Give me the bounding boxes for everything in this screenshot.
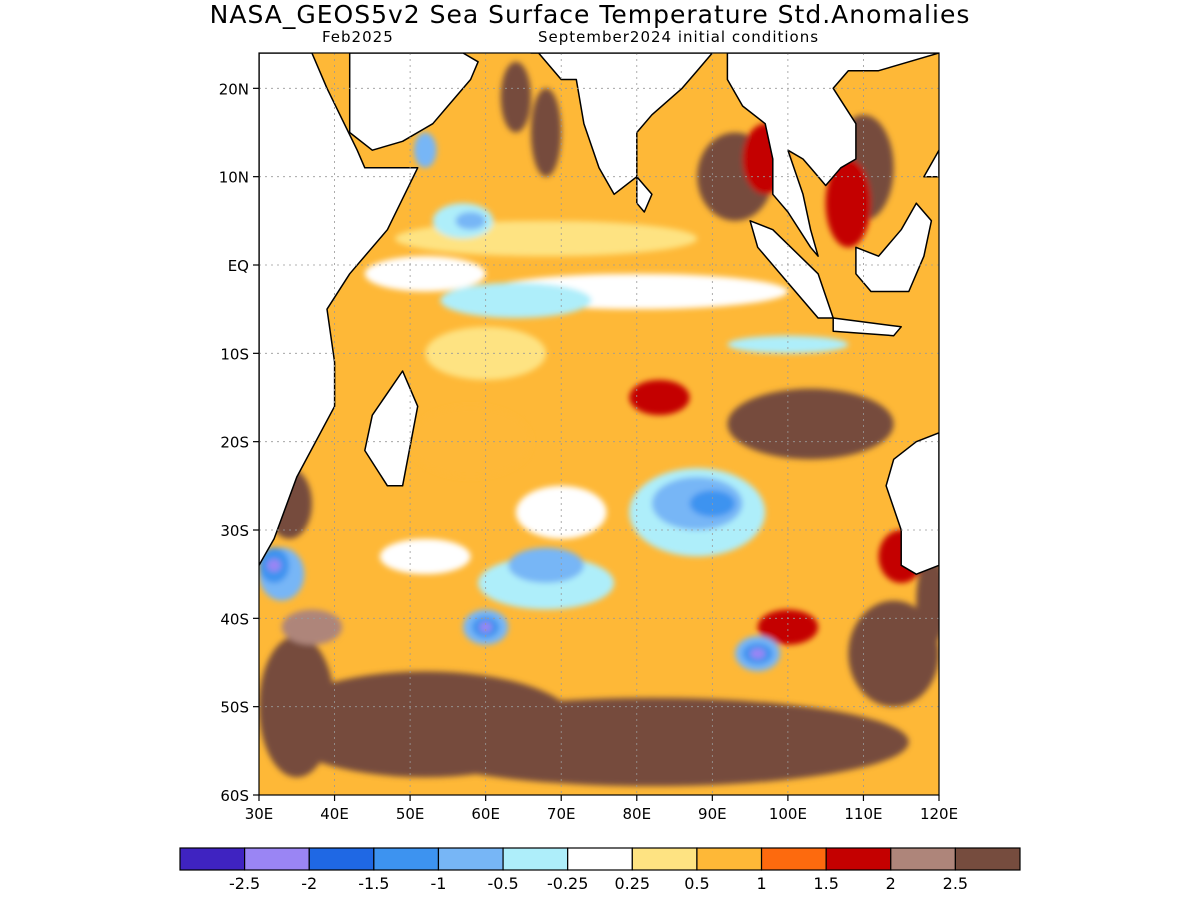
- anomaly-blob: [515, 485, 607, 539]
- arabia-land: [348, 53, 479, 151]
- lat-tick-label: 40S: [220, 610, 249, 628]
- anomaly-blob: [825, 159, 871, 248]
- colorbar-swatch: [373, 847, 440, 871]
- lat-tick-label: 10N: [219, 169, 249, 187]
- lat-tick-label: 60S: [220, 787, 249, 805]
- colorbar-label: -0.5: [487, 874, 518, 893]
- australia-land: [885, 432, 939, 575]
- anomaly-blob: [629, 379, 690, 416]
- colorbar-swatch: [437, 847, 504, 871]
- lat-tick-label: EQ: [228, 257, 249, 275]
- colorbar-label: -0.25: [547, 874, 588, 893]
- india-land: [530, 53, 714, 196]
- colorbar-label: 1: [756, 874, 766, 893]
- sumatra-land: [749, 220, 834, 319]
- lat-tick-label: 30S: [220, 522, 249, 540]
- grid-lines: [259, 53, 939, 795]
- colorbar-swatch: [760, 847, 827, 871]
- anomaly-blob: [440, 282, 592, 319]
- colorbar-label: 1.5: [813, 874, 838, 893]
- lon-tick-label: 60E: [471, 805, 500, 823]
- colorbar-label: -1.5: [358, 874, 389, 893]
- lon-tick-label: 80E: [622, 805, 651, 823]
- anomaly-blob: [727, 335, 849, 354]
- anomaly-blob: [750, 648, 766, 659]
- colorbar-swatch: [890, 847, 956, 871]
- anomaly-blob: [500, 61, 531, 133]
- colorbar: -2.5 -2 -1.5 -1 -0.5 -0.25 0.25 0.5 1 1.5 2 2.5: [179, 847, 1021, 893]
- colorbar-label: -2.5: [229, 874, 260, 893]
- anomaly-blob: [267, 559, 281, 572]
- colorbar-swatch: [179, 847, 246, 871]
- anomaly-blob: [757, 609, 819, 645]
- lon-tick-label: 90E: [698, 805, 727, 823]
- colorbar-label: 0.25: [614, 874, 650, 893]
- anomaly-blob: [364, 256, 486, 292]
- anomaly-blob: [413, 132, 437, 168]
- anomaly-blob: [455, 212, 486, 230]
- madagascar-land: [364, 370, 419, 487]
- lat-tick-label: 50S: [220, 699, 249, 717]
- colorbar-label: 2.5: [943, 874, 968, 893]
- colorbar-swatch: [244, 847, 310, 871]
- lat-tick-label: 20N: [219, 80, 249, 98]
- anomaly-blob: [508, 547, 584, 583]
- forecast-month: Feb2025: [322, 28, 394, 46]
- colorbar-label: -1: [430, 874, 446, 893]
- map-frame: [258, 52, 940, 796]
- lon-tick-label: 120E: [920, 805, 958, 823]
- colorbar-swatch: [631, 847, 698, 871]
- java-land: [832, 317, 902, 337]
- anomaly-blob: [479, 621, 492, 633]
- colorbar-swatch: [567, 847, 633, 871]
- lon-tick-label: 50E: [396, 805, 425, 823]
- anomaly-blob: [727, 388, 894, 460]
- colorbar-swatch: [825, 847, 892, 871]
- lon-tick-label: 30E: [245, 805, 274, 823]
- anomaly-blob: [379, 538, 471, 575]
- colorbar-swatch: [696, 847, 763, 871]
- anomaly-blob: [916, 556, 939, 645]
- lat-tick-label: 20S: [220, 434, 249, 452]
- anomaly-blob: [531, 88, 562, 177]
- srilanka-land: [636, 175, 653, 213]
- lon-tick-label: 110E: [844, 805, 882, 823]
- africa-land: [259, 53, 419, 567]
- colorbar-label: -2: [301, 874, 317, 893]
- anomaly-blob: [281, 609, 343, 645]
- colorbar-swatch: [308, 847, 375, 871]
- map-title: NASA_GEOS5v2 Sea Surface Temperature Std…: [209, 0, 971, 29]
- colorbar-swatch: [954, 847, 1021, 871]
- lat-tick-label: 10S: [220, 345, 249, 363]
- lon-tick-label: 100E: [769, 805, 807, 823]
- lon-tick-label: 40E: [320, 805, 349, 823]
- anomaly-blob: [848, 600, 939, 707]
- colorbar-label: 2: [886, 874, 896, 893]
- colorbar-label: 0.5: [684, 874, 709, 893]
- anomaly-blob: [274, 671, 577, 778]
- land-mask: [259, 53, 939, 575]
- initial-conditions: September2024 initial conditions: [538, 28, 820, 46]
- lon-tick-label: 70E: [547, 805, 576, 823]
- colorbar-swatch: [502, 847, 569, 871]
